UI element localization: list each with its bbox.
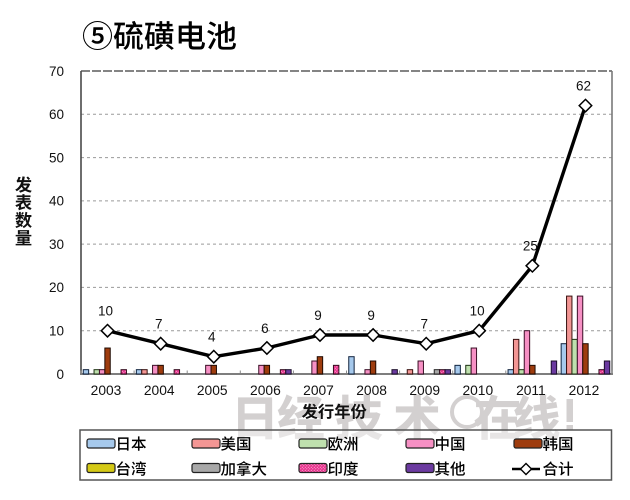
svg-text:9: 9 xyxy=(314,308,322,323)
svg-text:50: 50 xyxy=(49,150,64,165)
svg-text:7: 7 xyxy=(420,317,428,332)
svg-text:7: 7 xyxy=(155,317,163,332)
svg-text:2009: 2009 xyxy=(409,383,440,398)
svg-text:30: 30 xyxy=(49,237,64,252)
svg-text:0: 0 xyxy=(56,367,64,382)
svg-text:10: 10 xyxy=(470,304,485,319)
svg-text:2008: 2008 xyxy=(356,383,387,398)
svg-text:62: 62 xyxy=(576,78,591,93)
svg-text:70: 70 xyxy=(49,64,64,79)
svg-text:2010: 2010 xyxy=(462,383,493,398)
svg-text:2007: 2007 xyxy=(303,383,334,398)
svg-text:40: 40 xyxy=(49,194,64,209)
svg-text:4: 4 xyxy=(208,330,216,345)
svg-text:2004: 2004 xyxy=(144,383,175,398)
svg-text:25: 25 xyxy=(523,239,538,254)
svg-text:2006: 2006 xyxy=(250,383,281,398)
svg-text:10: 10 xyxy=(49,324,64,339)
svg-text:10: 10 xyxy=(98,304,113,319)
svg-text:2012: 2012 xyxy=(569,383,600,398)
svg-text:6: 6 xyxy=(261,321,269,336)
svg-text:9: 9 xyxy=(367,308,375,323)
svg-text:2005: 2005 xyxy=(197,383,228,398)
svg-text:20: 20 xyxy=(49,280,64,295)
svg-text:2011: 2011 xyxy=(516,383,546,398)
svg-text:2003: 2003 xyxy=(91,383,122,398)
svg-text:60: 60 xyxy=(49,107,64,122)
